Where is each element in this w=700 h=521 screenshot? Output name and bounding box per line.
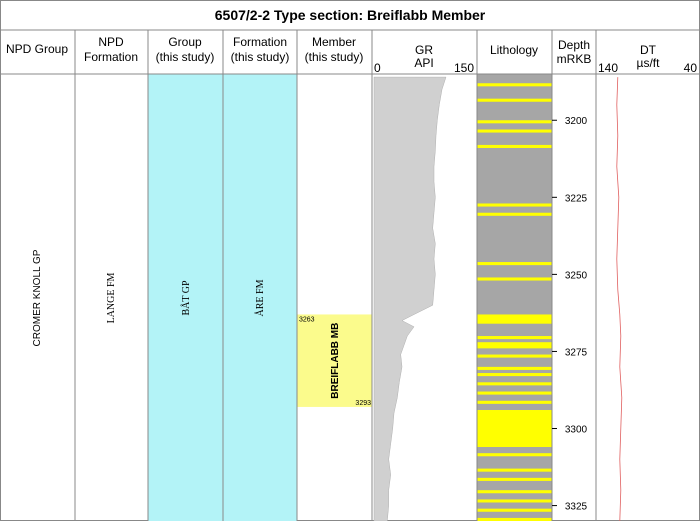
label-npd-group: CROMER KNOLL GP (32, 249, 43, 346)
dt-curve (616, 77, 623, 521)
header-npd-formation-line2: Formation (84, 50, 138, 64)
header-gr-min: 0 (374, 61, 381, 75)
header-member-line1: Member (312, 35, 356, 49)
header-group-line1: Group (168, 35, 202, 49)
sand-bed (477, 354, 552, 358)
gr-curve-fill (373, 76, 447, 521)
sand-bed (477, 490, 552, 494)
header-formation-line1: Formation (233, 35, 287, 49)
depth-tick-label: 3225 (565, 193, 588, 204)
sand-bed (477, 342, 552, 349)
header-dt-unit: µs/ft (637, 56, 661, 70)
sand-bed (477, 400, 552, 404)
header-dt-title: DT (640, 43, 657, 57)
sand-bed (477, 144, 552, 148)
sand-bed (477, 120, 552, 124)
depth-tick-label: 3275 (565, 347, 588, 358)
header-depth-line2: mRKB (557, 52, 592, 66)
sand-bed (477, 277, 552, 281)
header-lithology: Lithology (490, 43, 538, 57)
member-top-depth: 3263 (299, 316, 315, 323)
diagram-title: 6507/2-2 Type section: Breiflabb Member (215, 7, 486, 23)
depth-tick-label: 3325 (565, 502, 588, 513)
sand-bed (477, 468, 552, 472)
header-npd-group: NPD Group (6, 42, 68, 56)
sand-bed (477, 477, 552, 481)
header-npd-formation-line1: NPD (98, 35, 124, 49)
header-gr-unit: API (414, 56, 433, 70)
member-fill (297, 314, 372, 407)
sand-bed (477, 410, 552, 448)
label-formation: ÅRE FM (254, 279, 266, 316)
header-formation-line2: (this study) (231, 50, 290, 64)
sand-bed (477, 212, 552, 216)
sand-bed (477, 391, 552, 395)
group-fill (148, 74, 223, 521)
sand-bed (477, 203, 552, 207)
sand-bed (477, 262, 552, 266)
label-group: BÅT GP (180, 280, 192, 316)
header-group-line2: (this study) (156, 50, 215, 64)
header-gr-max: 150 (454, 61, 474, 75)
label-npd-formation: LANGE FM (106, 272, 117, 323)
depth-axis: 3200 3225 3250 3275 3300 3325 (552, 116, 588, 513)
column-dividers (0, 30, 700, 521)
formation-fill (223, 74, 297, 521)
header-gr-title: GR (415, 43, 433, 57)
sand-bed (477, 517, 552, 521)
header-member-line2: (this study) (305, 50, 364, 64)
member-base-depth: 3293 (355, 400, 371, 407)
depth-tick-label: 3200 (565, 116, 588, 127)
header-dt-max: 40 (684, 61, 698, 75)
header-depth-line1: Depth (558, 38, 590, 52)
lithology-sand-beds (477, 83, 552, 521)
label-member: BREIFLABB MB (330, 323, 341, 399)
sand-bed (477, 314, 552, 324)
sand-bed (477, 129, 552, 133)
sand-bed (477, 382, 552, 386)
sand-bed (477, 373, 552, 377)
sand-bed (477, 83, 552, 87)
sand-bed (477, 98, 552, 102)
sand-bed (477, 366, 552, 370)
sand-bed (477, 336, 552, 340)
sand-bed (477, 453, 552, 457)
depth-tick-label: 3250 (565, 270, 588, 281)
sand-bed (477, 508, 552, 512)
header-dt-min: 140 (598, 61, 618, 75)
sand-bed (477, 499, 552, 503)
depth-tick-label: 3300 (565, 425, 588, 436)
